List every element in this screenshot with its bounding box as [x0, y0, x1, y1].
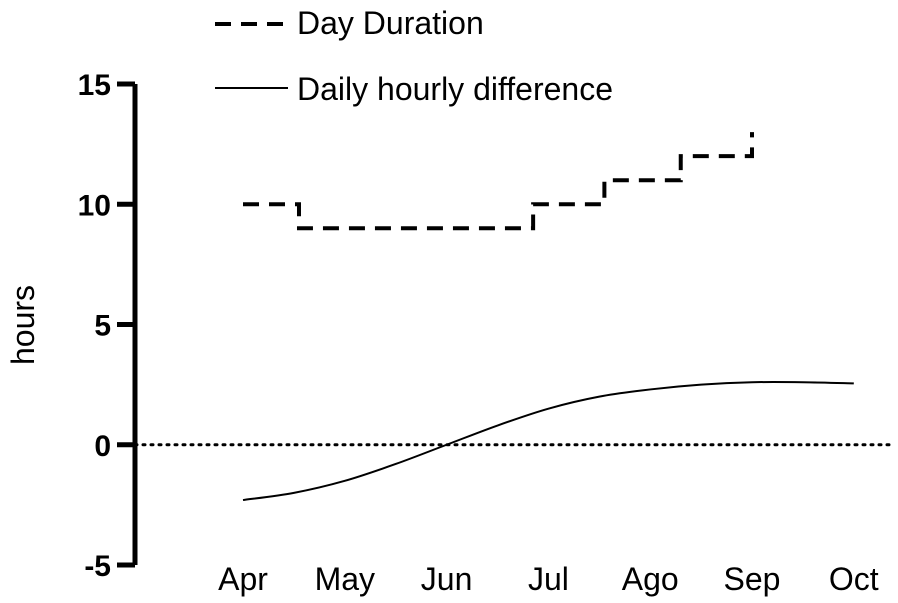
legend-label-daily-difference: Daily hourly difference: [297, 71, 613, 107]
y-tick-label: -5: [84, 550, 111, 583]
legend-item-day-duration: Day Duration: [215, 5, 484, 41]
legend-label-day-duration: Day Duration: [297, 5, 484, 41]
y-tick-label: 15: [78, 69, 111, 102]
x-ticks: Apr May Jun Jul Ago Sep Oct: [218, 561, 879, 597]
y-axis-label: hours: [5, 285, 41, 365]
x-tick-label: Apr: [218, 561, 268, 597]
x-tick-label: May: [315, 561, 375, 597]
y-tick-label: 10: [78, 189, 111, 222]
series-group: [242, 132, 854, 502]
y-tick-label: 0: [94, 430, 111, 463]
legend: Day Duration Daily hourly difference: [215, 5, 613, 107]
y-ticks: 15 10 5 0 -5: [78, 69, 135, 583]
series-line-day-duration: [243, 132, 754, 231]
x-tick-label: Ago: [622, 561, 679, 597]
y-tick-label: 5: [94, 310, 111, 343]
series-line-daily-difference: [242, 380, 854, 502]
x-tick-label: Sep: [724, 561, 781, 597]
x-tick-label: Oct: [829, 561, 879, 597]
x-tick-label: Jun: [421, 561, 473, 597]
legend-item-daily-difference: Daily hourly difference: [215, 71, 613, 107]
x-tick-label: Jul: [528, 561, 569, 597]
